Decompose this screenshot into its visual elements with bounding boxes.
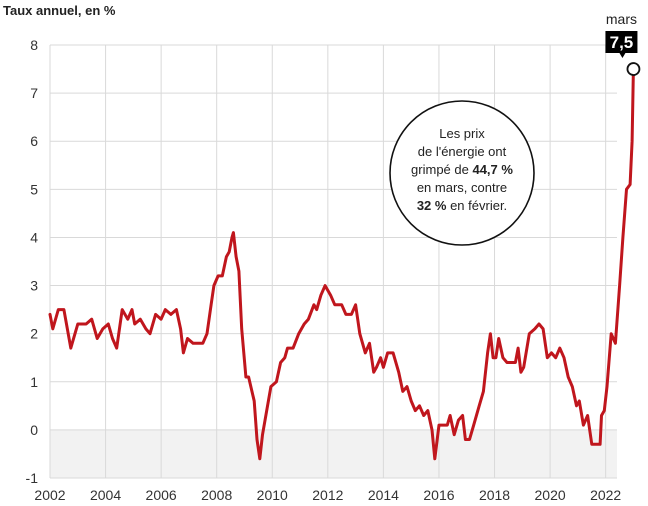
last-point-value: 7,5 xyxy=(610,33,634,52)
annotation-segment: en mars, contre xyxy=(417,180,507,195)
y-tick-label: 4 xyxy=(30,229,38,245)
x-tick-label: 2014 xyxy=(368,487,399,503)
y-tick-label: 6 xyxy=(30,133,38,149)
negative-band xyxy=(50,429,617,478)
annotation-segment: grimpé de xyxy=(411,162,472,177)
x-tick-label: 2022 xyxy=(590,487,621,503)
x-tick-label: 2018 xyxy=(479,487,510,503)
annotation-line: en mars, contre xyxy=(417,180,507,195)
y-tick-label: 7 xyxy=(30,85,38,101)
annotation-text: Les prix de l'énergie ont grimpé de 44,7 %… xyxy=(411,126,513,213)
y-tick-label: -1 xyxy=(26,470,39,486)
x-tick-label: 2006 xyxy=(146,487,177,503)
x-tick-label: 2002 xyxy=(34,487,65,503)
y-tick-label: 2 xyxy=(30,326,38,342)
x-tick-label: 2008 xyxy=(201,487,232,503)
y-tick-label: 3 xyxy=(30,278,38,294)
last-point-badge-pointer xyxy=(619,53,626,58)
x-tick-label: 2012 xyxy=(312,487,343,503)
annotation-segment: en février. xyxy=(446,198,507,213)
annotation-bold: 44,7 % xyxy=(472,162,513,177)
y-tick-label: 0 xyxy=(30,422,38,438)
annotation-segment: Les prix xyxy=(439,126,485,141)
x-axis-ticks: 2002 2004 2006 2008 2010 2012 2014 2016 2018 2020… xyxy=(34,487,621,503)
last-point-group: mars 7,5 xyxy=(605,11,641,76)
last-point-badge xyxy=(605,31,638,53)
last-point-marker xyxy=(626,62,641,76)
x-tick-label: 2020 xyxy=(535,487,566,503)
series-group xyxy=(48,67,635,461)
y-axis-ticks: -1 0 1 2 3 4 5 6 7 8 xyxy=(26,37,39,486)
annotation-line: Les prix xyxy=(439,126,485,141)
last-point-month: mars xyxy=(606,11,637,27)
annotation-line: grimpé de 44,7 % xyxy=(411,162,513,177)
annotation-bold: 32 % xyxy=(417,198,447,213)
x-tick-label: 2004 xyxy=(90,487,121,503)
annotation-callout: Les prix de l'énergie ont grimpé de 44,7 %… xyxy=(389,100,535,246)
series-line xyxy=(48,67,635,461)
annotation-line: 32 % en février. xyxy=(417,198,507,213)
y-tick-label: 1 xyxy=(30,374,38,390)
x-tick-label: 2010 xyxy=(257,487,288,503)
x-tick-label: 2016 xyxy=(423,487,454,503)
annotation-segment: de l'énergie ont xyxy=(418,144,507,159)
y-axis-title: Taux annuel, en % xyxy=(3,3,116,18)
grid-lines xyxy=(49,44,617,479)
annotation-line: de l'énergie ont xyxy=(418,144,507,159)
y-tick-label: 5 xyxy=(30,181,38,197)
y-tick-label: 8 xyxy=(30,37,38,53)
annotation-circle xyxy=(389,100,535,246)
